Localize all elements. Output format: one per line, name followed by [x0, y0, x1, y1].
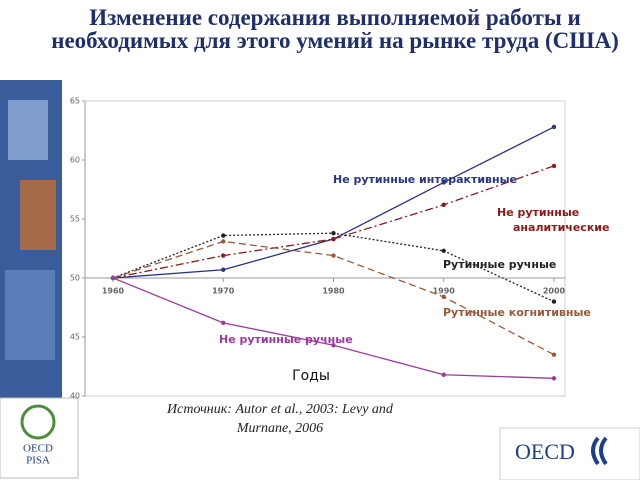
side-image-part — [8, 100, 48, 160]
data-point — [441, 294, 446, 300]
x-axis-label: Годы — [292, 368, 330, 384]
data-point — [221, 320, 226, 326]
data-point — [551, 299, 557, 304]
data-point — [221, 233, 226, 238]
y-tick-label: 65 — [70, 97, 80, 106]
x-tick-label: 2000 — [543, 287, 566, 296]
data-point — [110, 275, 116, 281]
data-point — [441, 248, 446, 254]
oecd-logo-text: OECD — [515, 439, 575, 464]
x-tick-label: 1970 — [212, 287, 235, 296]
x-tick-label: 1960 — [102, 287, 125, 296]
series-label: Рутинные когнитивные — [443, 306, 591, 319]
pisa-logo-text: PISA — [26, 455, 50, 467]
y-tick-label: 45 — [70, 333, 80, 342]
y-tick-label: 60 — [70, 156, 80, 165]
series-label: Не рутинные ручные — [219, 333, 353, 346]
series-line — [112, 165, 555, 279]
data-point — [441, 202, 446, 208]
x-tick-label: 1990 — [433, 287, 456, 296]
side-image-part — [5, 270, 55, 360]
plot-area — [84, 100, 566, 397]
pisa-logo-mark — [20, 404, 56, 440]
data-point — [331, 343, 336, 348]
oecd-logo-box — [499, 427, 640, 480]
data-point — [331, 230, 336, 236]
oecd-logo-mark — [591, 436, 608, 466]
y-tick-label: 40 — [70, 392, 80, 401]
series-label: Рутинные ручные — [443, 258, 556, 271]
data-point — [331, 236, 336, 242]
y-tick-label: 55 — [70, 215, 80, 224]
data-point — [221, 267, 226, 272]
data-point — [221, 253, 226, 258]
data-point — [221, 239, 226, 244]
pisa-logo-text: OECD — [23, 443, 53, 455]
source-note: Источник: Autor et al., 2003: Levy and M… — [167, 402, 393, 436]
data-point — [441, 180, 446, 185]
data-point — [551, 376, 557, 381]
side-image-part — [20, 180, 56, 250]
data-point — [551, 163, 557, 169]
y-tick-label: 50 — [70, 274, 80, 283]
series-line — [112, 240, 555, 356]
series-label: Не рутинные аналитические — [497, 206, 609, 234]
series-label: Не рутинные интерактивные — [333, 173, 517, 186]
chart-title: Изменение содержания выполняемой работы … — [51, 5, 619, 53]
data-point — [551, 124, 557, 130]
data-point — [331, 253, 336, 258]
data-point — [551, 352, 557, 357]
data-point — [441, 372, 446, 377]
x-tick-label: 1980 — [322, 287, 345, 296]
